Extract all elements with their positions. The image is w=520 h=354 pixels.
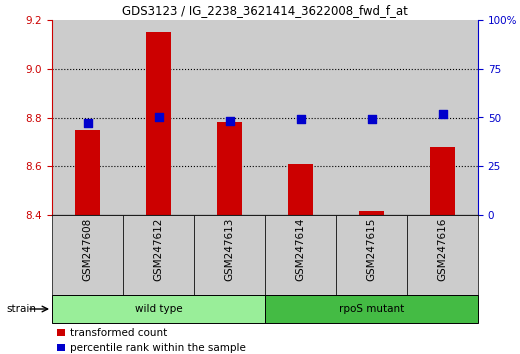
Text: GSM247615: GSM247615 xyxy=(367,217,376,281)
Text: GSM247613: GSM247613 xyxy=(225,217,235,281)
Bar xyxy=(430,147,455,215)
Point xyxy=(225,119,233,124)
Bar xyxy=(123,215,194,295)
Point xyxy=(367,116,375,122)
Bar xyxy=(52,295,265,323)
Bar xyxy=(407,20,478,215)
Bar xyxy=(336,20,407,215)
Bar xyxy=(123,20,194,215)
Text: rpoS mutant: rpoS mutant xyxy=(339,304,404,314)
Bar xyxy=(288,164,313,215)
Bar xyxy=(336,215,407,295)
Text: GSM247612: GSM247612 xyxy=(153,217,163,281)
Legend: transformed count, percentile rank within the sample: transformed count, percentile rank withi… xyxy=(57,328,245,353)
Bar xyxy=(265,20,336,215)
Bar xyxy=(52,215,123,295)
Text: strain: strain xyxy=(7,304,36,314)
Bar xyxy=(265,295,478,323)
Bar xyxy=(217,122,242,215)
Bar xyxy=(407,215,478,295)
Point xyxy=(296,116,305,122)
Text: GSM247608: GSM247608 xyxy=(83,217,93,281)
Point xyxy=(83,120,92,126)
Bar xyxy=(146,32,171,215)
Title: GDS3123 / IG_2238_3621414_3622008_fwd_f_at: GDS3123 / IG_2238_3621414_3622008_fwd_f_… xyxy=(122,5,408,17)
Point xyxy=(154,115,163,120)
Bar xyxy=(75,130,100,215)
Bar xyxy=(359,211,384,215)
Text: wild type: wild type xyxy=(135,304,183,314)
Bar xyxy=(265,215,336,295)
Bar xyxy=(194,20,265,215)
Text: GSM247614: GSM247614 xyxy=(295,217,306,281)
Bar xyxy=(52,20,123,215)
Bar xyxy=(194,215,265,295)
Point xyxy=(438,111,447,116)
Text: GSM247616: GSM247616 xyxy=(437,217,448,281)
